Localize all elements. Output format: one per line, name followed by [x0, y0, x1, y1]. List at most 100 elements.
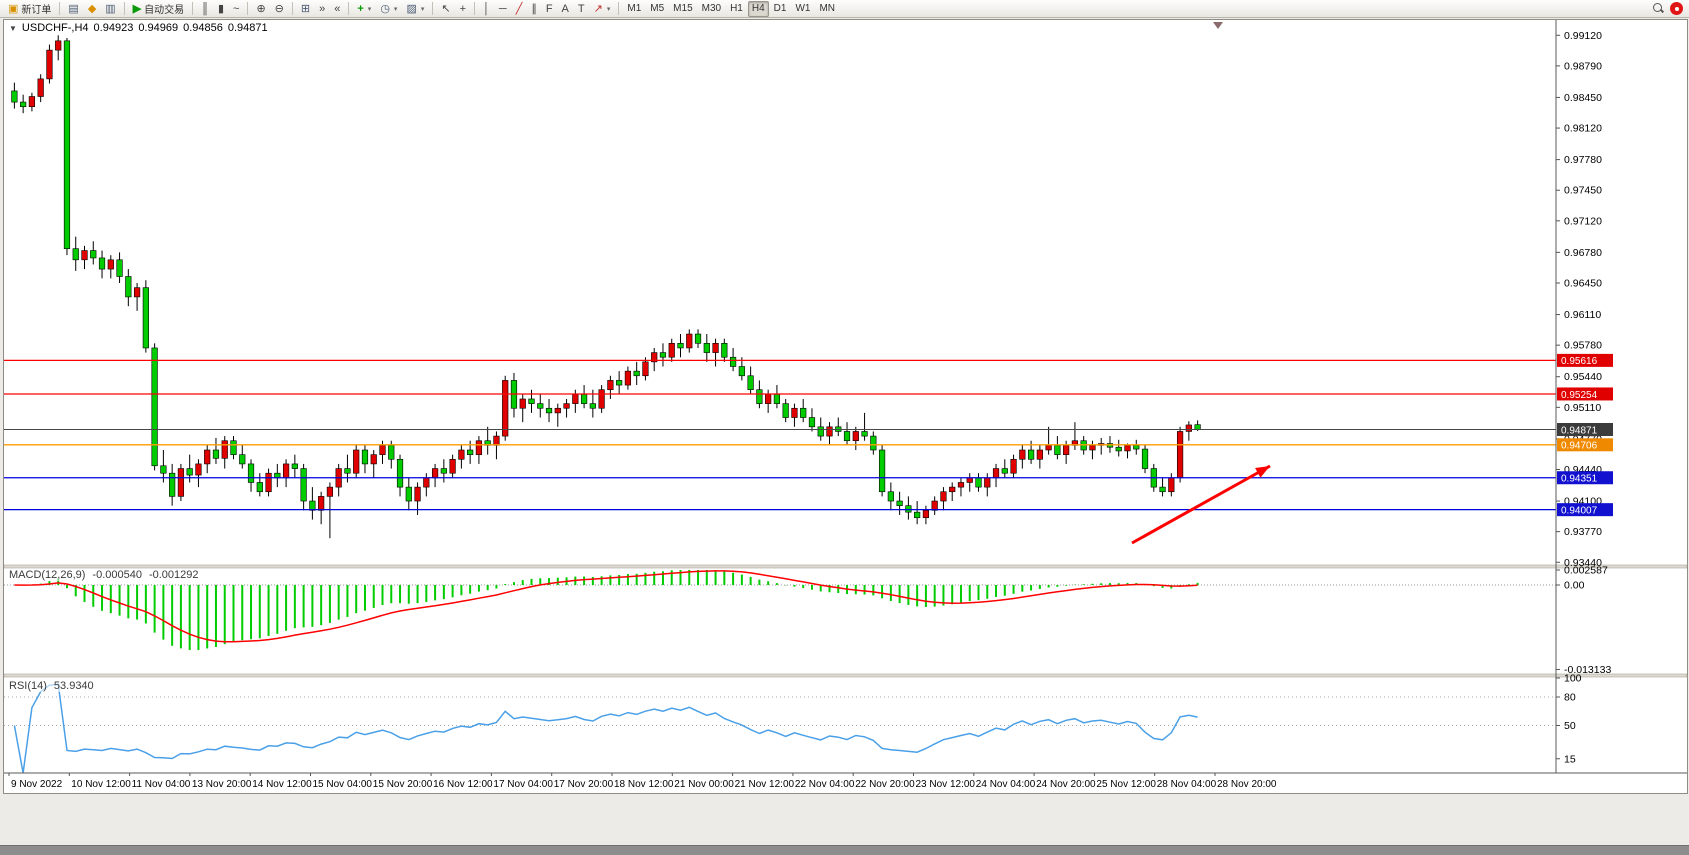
- timeframe-m5-button[interactable]: M5: [646, 1, 668, 17]
- svg-text:50: 50: [1564, 720, 1576, 732]
- svg-text:28 Nov 04:00: 28 Nov 04:00: [1157, 779, 1217, 790]
- vertical-line-button[interactable]: │: [479, 1, 494, 17]
- new-order-icon: ▣: [8, 2, 19, 15]
- svg-text:0.97450: 0.97450: [1564, 185, 1602, 197]
- svg-text:10 Nov 12:00: 10 Nov 12:00: [71, 779, 131, 790]
- svg-text:0.95110: 0.95110: [1564, 402, 1601, 414]
- macd-indicator-label: MACD(12,26,9) -0.000540 -0.001292: [9, 569, 199, 581]
- navigator-icon: ◆: [87, 2, 97, 15]
- pane-splitter-rsi[interactable]: [4, 673, 1687, 678]
- timeframe-d1-button[interactable]: D1: [770, 1, 791, 17]
- svg-text:0.97780: 0.97780: [1564, 154, 1602, 166]
- svg-text:100: 100: [1564, 673, 1582, 685]
- ohlc-high: 0.94969: [138, 22, 179, 34]
- timeframe-h4-button[interactable]: H4: [747, 0, 769, 17]
- dropdown-icon: ▾: [393, 5, 398, 13]
- svg-text:16 Nov 12:00: 16 Nov 12:00: [433, 779, 493, 790]
- macd-pane[interactable]: [4, 570, 1556, 651]
- ohlc-close: 0.94871: [227, 22, 268, 34]
- svg-text:28 Nov 20:00: 28 Nov 20:00: [1217, 779, 1277, 790]
- svg-text:17 Nov 04:00: 17 Nov 04:00: [493, 779, 553, 790]
- channel-button[interactable]: ∥: [527, 1, 541, 17]
- crosshair-button[interactable]: +: [456, 1, 470, 17]
- line-chart-button[interactable]: ~: [229, 1, 243, 17]
- timeframe-w1-button[interactable]: W1: [791, 1, 814, 17]
- indicators-button[interactable]: + ▾: [353, 1, 375, 17]
- collapse-arrow-icon[interactable]: ▼: [9, 23, 17, 33]
- market-watch-button[interactable]: ▤: [64, 1, 82, 17]
- timeframe-m1-button[interactable]: M1: [623, 1, 645, 17]
- price-levels[interactable]: [4, 359, 1556, 511]
- svg-text:0.94007: 0.94007: [1561, 505, 1598, 516]
- terminal-icon: ▥: [105, 2, 116, 15]
- chart-shift-marker[interactable]: [1213, 22, 1223, 29]
- svg-text:-0.013133: -0.013133: [1564, 664, 1611, 676]
- periods-button[interactable]: ◷ ▾: [376, 1, 401, 17]
- timeframe-m15-button[interactable]: M15: [669, 1, 696, 17]
- price-badge-0.95254: [1557, 387, 1613, 401]
- fibonacci-button[interactable]: F: [542, 1, 557, 17]
- timeframe-mn-button[interactable]: MN: [815, 1, 839, 17]
- indicators-plus-icon: +: [357, 2, 364, 15]
- navigator-button[interactable]: ◆: [84, 1, 100, 17]
- timeframe-m30-button[interactable]: M30: [698, 1, 725, 17]
- ohlc-low: 0.94856: [183, 22, 223, 34]
- price-badge-0.95616: [1557, 353, 1613, 367]
- chart-shift-icon: «: [334, 2, 341, 15]
- svg-text:0.98120: 0.98120: [1564, 123, 1602, 135]
- svg-text:0.96110: 0.96110: [1564, 309, 1601, 321]
- candlestick-chart-button[interactable]: ▮: [214, 1, 228, 17]
- autotrading-play-icon: ▶: [132, 2, 142, 15]
- templates-icon: ▨: [406, 2, 417, 15]
- chart-window: 0.99120 0.98790 0.98450 0.98120 0.97780 0.974…: [3, 19, 1688, 794]
- price-badge-0.94706: [1557, 438, 1613, 452]
- bar-chart-button[interactable]: ║: [197, 1, 213, 17]
- arrows-tool-button[interactable]: ↗ ▾: [590, 1, 615, 17]
- trendline-button[interactable]: ╱: [512, 1, 527, 17]
- svg-text:22 Nov 04:00: 22 Nov 04:00: [795, 779, 855, 790]
- svg-text:9 Nov 2022: 9 Nov 2022: [11, 779, 63, 790]
- terminal-button[interactable]: ▥: [101, 1, 119, 17]
- text-tool-button[interactable]: A: [558, 1, 573, 17]
- svg-text:0.95440: 0.95440: [1564, 371, 1602, 383]
- autoscroll-button[interactable]: »: [315, 1, 329, 17]
- svg-text:0.94871: 0.94871: [1561, 425, 1598, 436]
- zoom-in-button[interactable]: ⊕: [252, 1, 269, 17]
- separator: [618, 2, 620, 15]
- cursor-button[interactable]: ↖: [437, 1, 454, 17]
- search-icon[interactable]: [1653, 3, 1664, 14]
- chart-canvas[interactable]: 0.99120 0.98790 0.98450 0.98120 0.97780 0.974…: [4, 20, 1687, 793]
- svg-text:0.93440: 0.93440: [1564, 557, 1602, 569]
- autotrading-button[interactable]: ▶ 自动交易: [129, 1, 188, 17]
- rsi-pane[interactable]: [4, 683, 1556, 774]
- svg-text:0.95616: 0.95616: [1561, 356, 1598, 367]
- horizontal-line-button[interactable]: ─: [495, 1, 511, 17]
- svg-text:0.96780: 0.96780: [1564, 247, 1602, 259]
- svg-text:18 Nov 12:00: 18 Nov 12:00: [614, 779, 674, 790]
- label-tool-button[interactable]: T: [574, 1, 589, 17]
- channel-icon: ∥: [531, 2, 537, 15]
- toolbar: ▣ 新订单 ▤ ◆ ▥ ▶ 自动交易 ║ ▮ ~ ⊕ ⊖ ⊞ » « + ▾ ◷ ▾…: [0, 0, 1689, 18]
- new-order-button[interactable]: ▣ 新订单: [4, 1, 55, 17]
- candlesticks[interactable]: [11, 35, 1201, 539]
- svg-text:15 Nov 20:00: 15 Nov 20:00: [373, 779, 433, 790]
- dropdown-icon: ▾: [420, 5, 425, 13]
- trend-arrow[interactable]: [1131, 464, 1271, 545]
- svg-text:0.93770: 0.93770: [1564, 526, 1602, 538]
- timeframe-h1-button[interactable]: H1: [726, 1, 747, 17]
- price-axis[interactable]: 0.99120 0.98790 0.98450 0.98120 0.97780 0.974…: [1556, 30, 1611, 765]
- templates-button[interactable]: ▨ ▾: [402, 1, 428, 17]
- chart-shift-button[interactable]: «: [330, 1, 344, 17]
- notification-badge[interactable]: [1670, 2, 1683, 15]
- time-axis[interactable]: 9 Nov 2022 10 Nov 12:00 11 Nov 04:00 13 Nov…: [8, 773, 1277, 790]
- svg-text:25 Nov 12:00: 25 Nov 12:00: [1096, 779, 1156, 790]
- pane-splitter-macd[interactable]: [4, 564, 1687, 569]
- macd-main-value: -0.000540: [92, 569, 142, 581]
- svg-text:0.99120: 0.99120: [1564, 30, 1602, 42]
- svg-text:0.95254: 0.95254: [1561, 390, 1598, 401]
- price-badge-0.94007: [1557, 503, 1613, 517]
- bar-chart-icon: ║: [201, 2, 209, 15]
- zoom-out-button[interactable]: ⊖: [271, 1, 288, 17]
- separator: [192, 2, 194, 15]
- tile-windows-button[interactable]: ⊞: [297, 1, 314, 17]
